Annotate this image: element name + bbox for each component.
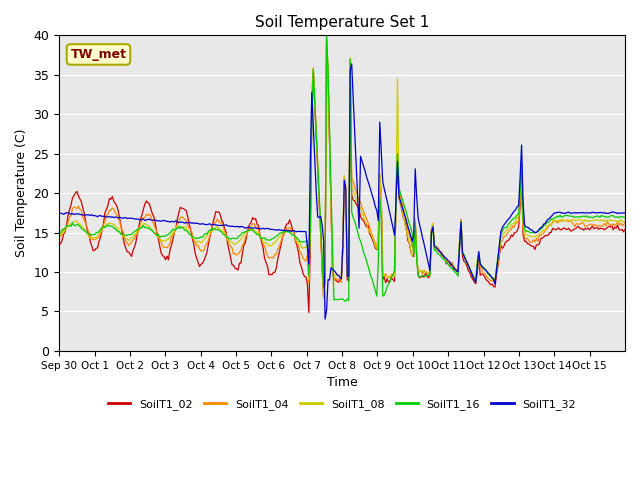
SoilT1_32: [349, 95, 357, 101]
Legend: SoilT1_02, SoilT1_04, SoilT1_08, SoilT1_16, SoilT1_32: SoilT1_02, SoilT1_04, SoilT1_08, SoilT1_…: [104, 395, 580, 415]
Line: SoilT1_04: SoilT1_04: [59, 36, 625, 298]
SoilT1_04: [620, 222, 627, 228]
SoilT1_04: [320, 295, 328, 301]
SoilT1_32: [55, 210, 63, 216]
SoilT1_08: [320, 296, 328, 301]
SoilT1_08: [92, 235, 100, 241]
SoilT1_04: [349, 178, 357, 183]
SoilT1_16: [349, 215, 357, 220]
SoilT1_08: [74, 221, 82, 227]
SoilT1_04: [323, 33, 330, 39]
SoilT1_02: [546, 230, 554, 236]
SoilT1_16: [323, 33, 330, 38]
SoilT1_16: [55, 230, 63, 236]
SoilT1_08: [621, 219, 629, 225]
SoilT1_04: [92, 236, 100, 242]
SoilT1_32: [546, 216, 554, 221]
SoilT1_32: [74, 211, 82, 216]
SoilT1_32: [348, 61, 355, 67]
Line: SoilT1_02: SoilT1_02: [59, 41, 625, 312]
SoilT1_08: [620, 218, 627, 224]
SoilT1_16: [461, 257, 469, 263]
SoilT1_16: [546, 218, 554, 224]
SoilT1_08: [55, 234, 63, 240]
SoilT1_08: [546, 221, 554, 227]
SoilT1_32: [461, 256, 469, 262]
SoilT1_04: [461, 256, 469, 262]
Title: Soil Temperature Set 1: Soil Temperature Set 1: [255, 15, 429, 30]
SoilT1_32: [92, 213, 100, 219]
SoilT1_02: [74, 193, 82, 199]
SoilT1_16: [620, 214, 627, 220]
SoilT1_02: [349, 197, 357, 203]
SoilT1_08: [349, 186, 357, 192]
SoilT1_16: [621, 215, 629, 221]
SoilT1_02: [305, 310, 313, 315]
Y-axis label: Soil Temperature (C): Soil Temperature (C): [15, 129, 28, 257]
SoilT1_04: [74, 203, 82, 209]
SoilT1_02: [55, 240, 63, 246]
SoilT1_32: [620, 210, 627, 216]
Line: SoilT1_32: SoilT1_32: [59, 64, 625, 319]
SoilT1_04: [546, 223, 554, 228]
SoilT1_16: [74, 222, 82, 228]
SoilT1_02: [92, 246, 100, 252]
SoilT1_32: [621, 210, 629, 216]
SoilT1_04: [621, 220, 629, 226]
Line: SoilT1_08: SoilT1_08: [59, 36, 625, 299]
Text: TW_met: TW_met: [70, 48, 127, 61]
SoilT1_02: [620, 229, 627, 235]
SoilT1_16: [342, 298, 349, 304]
SoilT1_16: [92, 230, 100, 236]
SoilT1_08: [323, 33, 330, 38]
X-axis label: Time: Time: [326, 376, 358, 389]
SoilT1_04: [55, 235, 63, 240]
Line: SoilT1_16: SoilT1_16: [59, 36, 625, 301]
SoilT1_08: [461, 256, 469, 262]
SoilT1_02: [461, 260, 469, 265]
SoilT1_32: [321, 316, 329, 322]
SoilT1_02: [323, 38, 330, 44]
SoilT1_02: [621, 227, 629, 232]
